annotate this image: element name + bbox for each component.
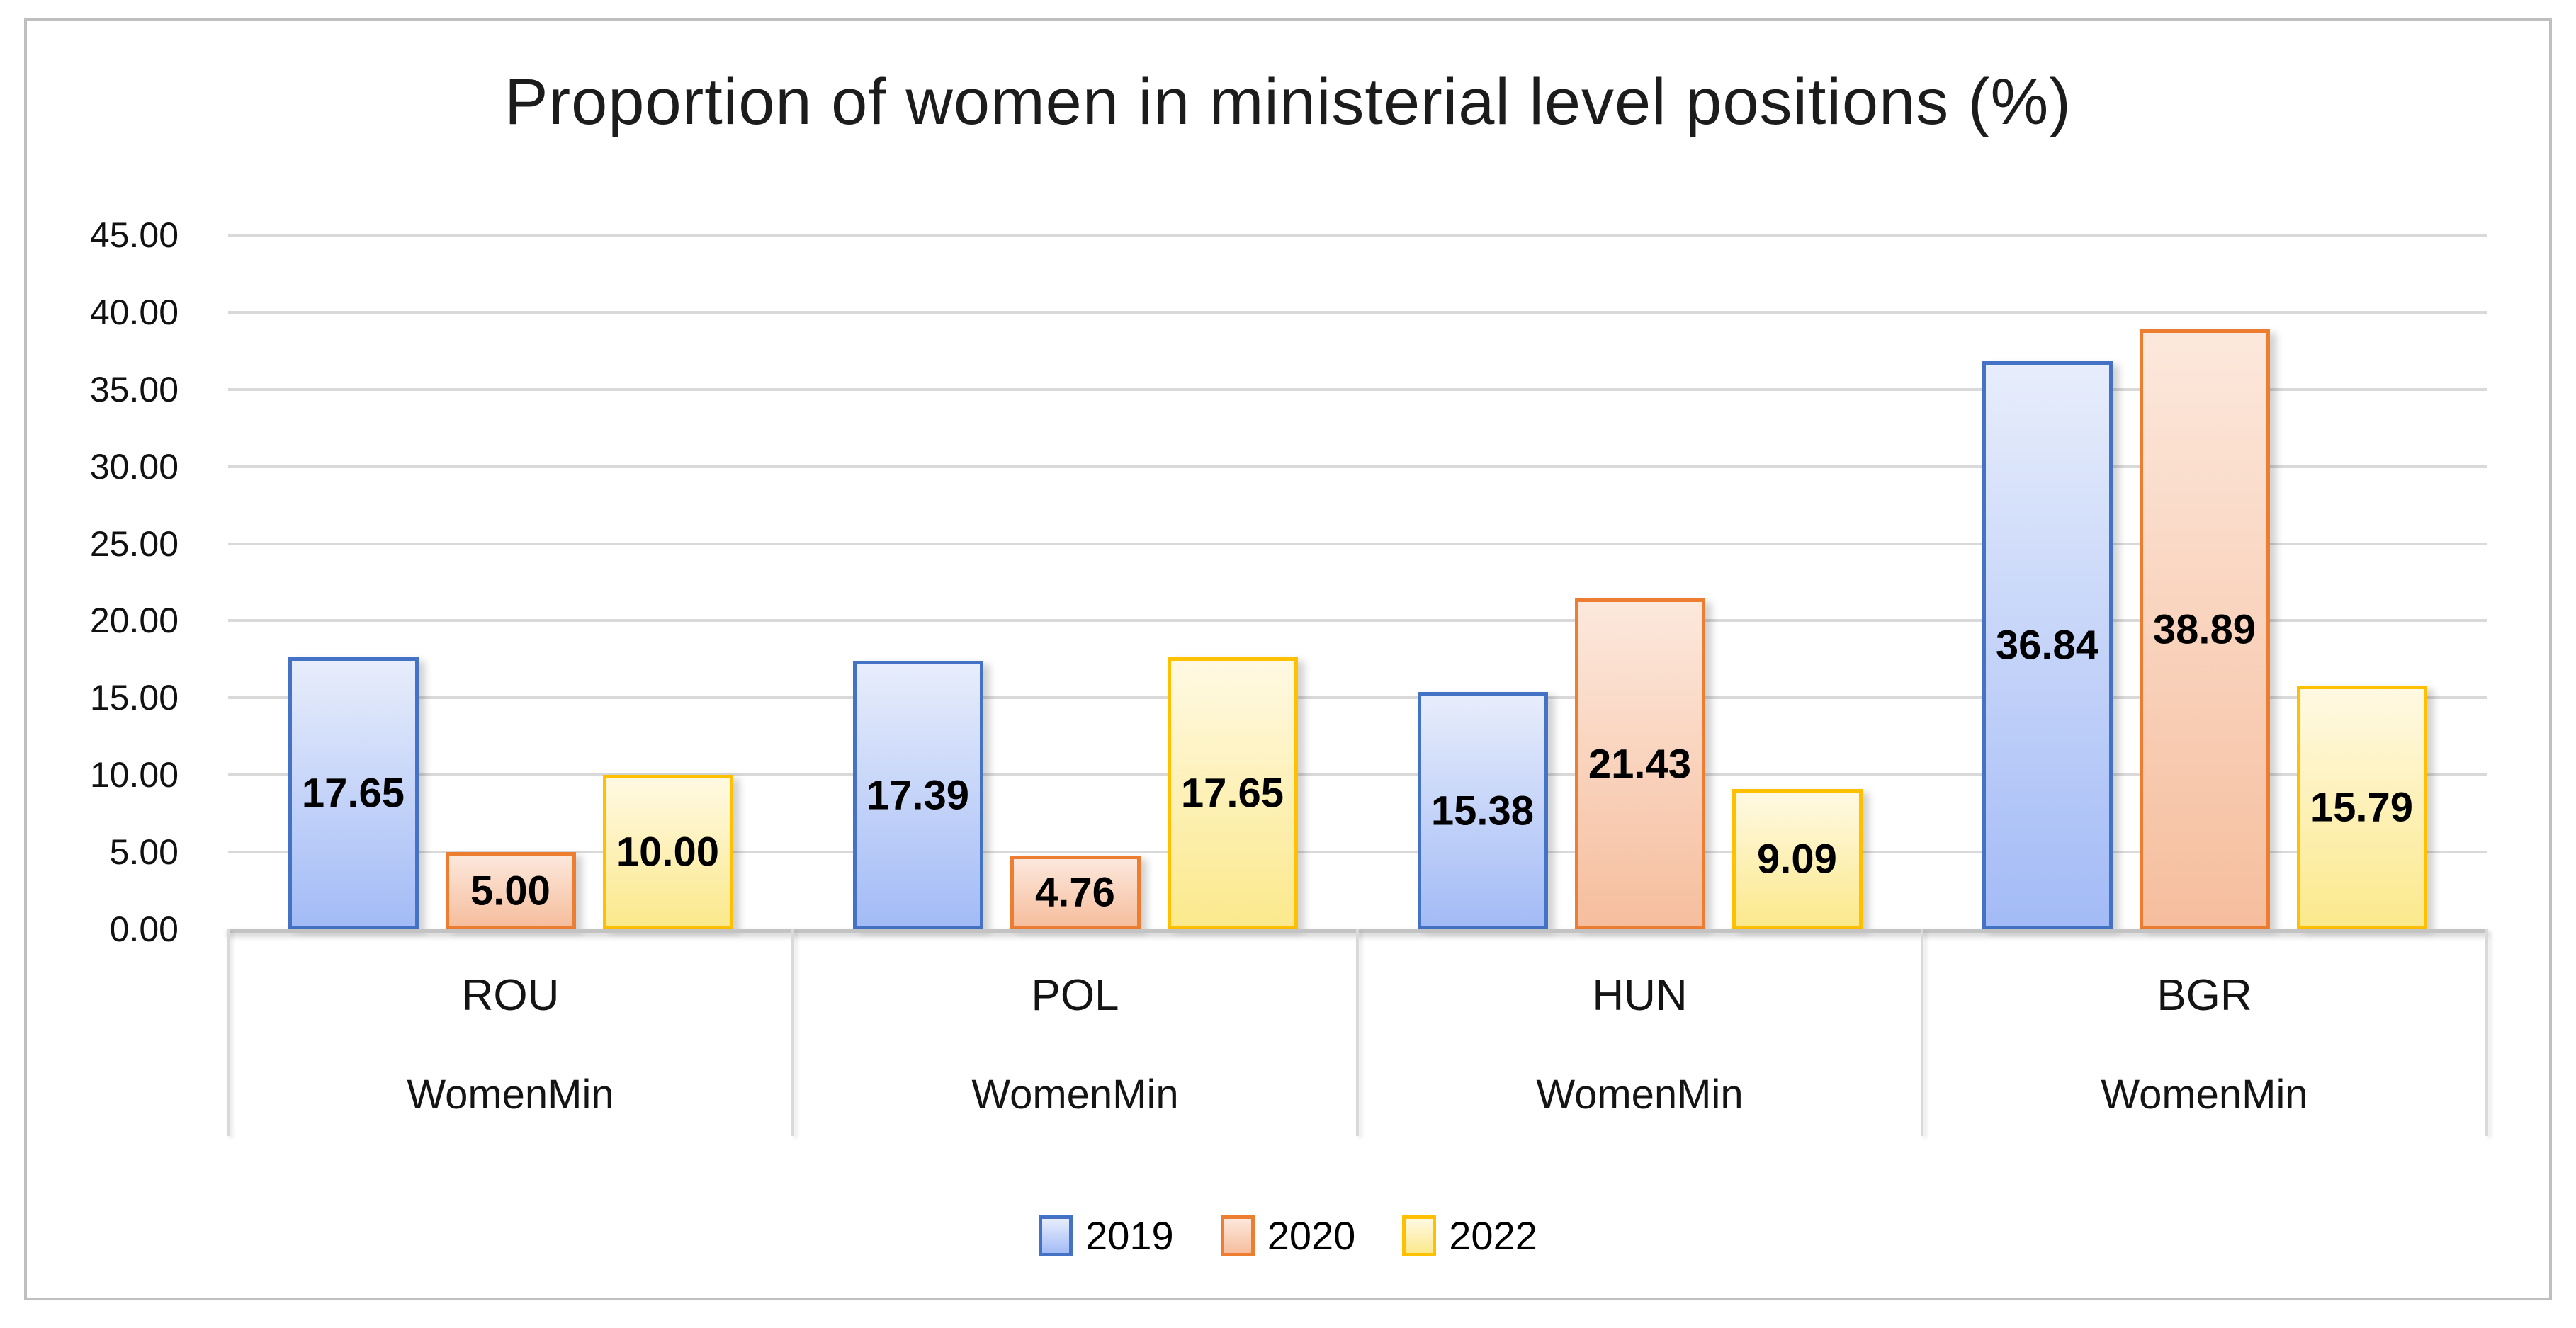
y-tick-label: 40.00	[89, 292, 179, 332]
y-tick-label: 45.00	[89, 215, 179, 255]
y-tick-label: 30.00	[89, 446, 179, 487]
category-sublabel-HUN: WomenMin	[1536, 1072, 1744, 1118]
bar-2019-BGR: 36.84	[1982, 361, 2113, 929]
bar-2022-ROU: 10.00	[602, 775, 733, 929]
category-label-ROU: ROU	[461, 971, 560, 1020]
gridline-25	[228, 542, 2487, 545]
y-tick-label: 15.00	[89, 678, 179, 718]
category-label-BGR: BGR	[2157, 971, 2252, 1020]
gridline-30	[228, 465, 2487, 468]
bar-2019-ROU: 17.65	[288, 657, 419, 929]
bar-2020-BGR: 38.89	[2139, 329, 2270, 929]
legend-item-2019: 2019	[1039, 1213, 1174, 1259]
gridline-45	[228, 234, 2487, 237]
bar-value-label: 17.39	[866, 772, 970, 819]
bar-value-label: 10.00	[616, 829, 720, 875]
bar-value-label: 15.38	[1430, 788, 1535, 834]
legend-swatch-2019	[1039, 1215, 1073, 1256]
category-label-POL: POL	[1031, 971, 1119, 1020]
gridline-10	[228, 773, 2487, 777]
legend-label-2022: 2022	[1449, 1213, 1537, 1258]
category-label-HUN: HUN	[1592, 971, 1688, 1020]
y-tick-label: 25.00	[89, 523, 179, 564]
bar-value-label: 17.65	[1180, 770, 1284, 817]
legend-item-2022: 2022	[1402, 1213, 1537, 1259]
legend-item-2020: 2020	[1220, 1213, 1356, 1259]
bar-2020-POL: 4.76	[1010, 856, 1141, 929]
bar-value-label: 9.09	[1757, 836, 1837, 883]
legend-swatch-2020	[1220, 1215, 1255, 1256]
category-sublabel-ROU: WomenMin	[407, 1072, 614, 1118]
bar-value-label: 5.00	[470, 868, 550, 914]
legend-swatch-2022	[1402, 1215, 1437, 1256]
bar-2020-HUN: 21.43	[1574, 598, 1705, 929]
legend-label-2019: 2019	[1085, 1213, 1174, 1258]
legend: 2019 2020 2022	[27, 1213, 2549, 1259]
bar-2022-BGR: 15.79	[2296, 686, 2427, 929]
gridline-20	[228, 619, 2487, 623]
y-tick-label: 5.00	[109, 832, 179, 873]
gridline-5	[228, 851, 2487, 854]
chart-frame: Proportion of women in ministerial level…	[24, 18, 2552, 1300]
category-separator	[227, 929, 230, 1136]
category-separator	[1921, 929, 1923, 1136]
bar-2019-POL: 17.39	[852, 661, 983, 929]
y-tick-label: 10.00	[89, 755, 179, 795]
chart-title: Proportion of women in ministerial level…	[504, 66, 2072, 138]
bar-value-label: 15.79	[2310, 784, 2414, 831]
bar-value-label: 21.43	[1588, 741, 1692, 788]
gridline-40	[228, 310, 2487, 314]
gridline-35	[228, 387, 2487, 391]
bar-value-label: 17.65	[301, 770, 405, 817]
bar-value-label: 38.89	[2152, 606, 2256, 653]
bar-value-label: 36.84	[1995, 622, 2099, 669]
bar-2022-HUN: 9.09	[1732, 789, 1863, 929]
category-separator	[1356, 929, 1359, 1136]
y-tick-label: 35.00	[89, 369, 179, 409]
category-separator	[2485, 929, 2488, 1136]
bar-value-label: 4.76	[1035, 869, 1115, 916]
category-sublabel-POL: WomenMin	[971, 1072, 1179, 1118]
category-sublabel-BGR: WomenMin	[2101, 1072, 2308, 1118]
gridline-15	[228, 696, 2487, 700]
bar-2019-HUN: 15.38	[1417, 692, 1548, 929]
y-tick-label: 20.00	[89, 601, 179, 641]
y-tick-label: 0.00	[109, 909, 179, 949]
bar-2020-ROU: 5.00	[445, 852, 576, 929]
bar-2022-POL: 17.65	[1167, 657, 1298, 929]
category-separator	[791, 929, 794, 1136]
legend-label-2020: 2020	[1267, 1213, 1356, 1258]
